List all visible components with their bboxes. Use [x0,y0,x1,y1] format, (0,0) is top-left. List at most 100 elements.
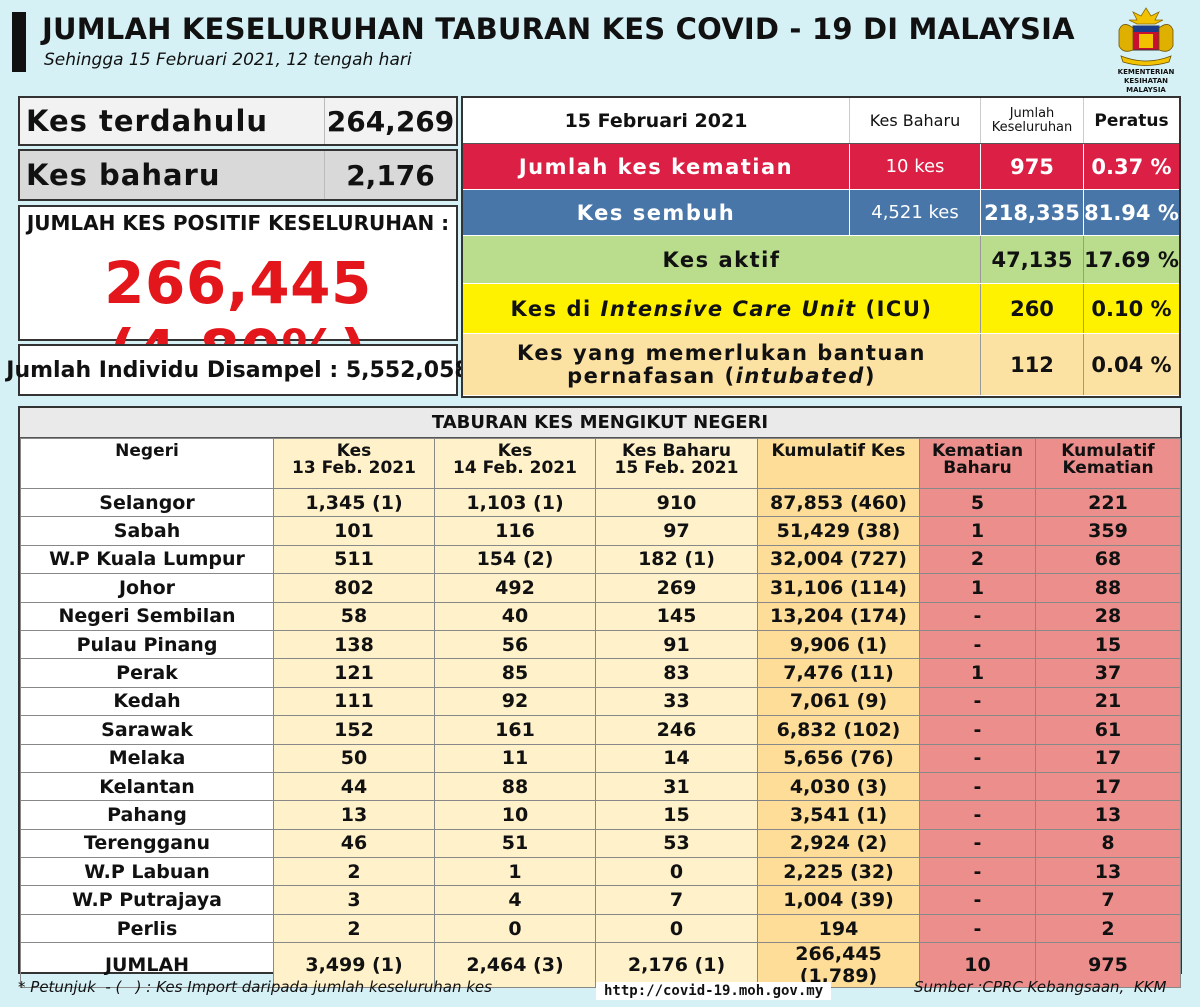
state-value: 11 [434,743,596,773]
state-value: 46 [273,828,435,859]
state-value: 5,656 (76) [757,743,920,773]
state-value: 14 [595,743,758,773]
state-name: Pahang [20,800,274,830]
state-value: 152 [273,715,435,745]
state-value: 1,004 (39) [757,885,920,915]
state-name: W.P Kuala Lumpur [20,544,274,575]
state-name: Pulau Pinang [20,629,274,660]
state-name: JUMLAH [20,942,274,989]
status-row-deaths: Jumlah kes kematian 10 kes 975 0.37 % [463,144,1179,190]
state-value: 111 [273,686,435,717]
state-value: 802 [273,573,435,603]
state-value: 10 [919,942,1036,989]
state-value: - [919,885,1036,915]
state-distribution-table: TABURAN KES MENGIKUT NEGERI Negeri Kes 13 … [18,406,1182,989]
state-total-row: JUMLAH 3,499 (1) 2,464 (3) 2,176 (1) 266,445… [20,942,1181,989]
table-row: Terengganu 46 51 53 2,924 (2) -8 [20,828,1181,859]
state-value: 492 [434,573,596,603]
state-value: 0 [434,913,596,944]
state-col-header: Kumulatif Kes [757,438,920,489]
state-value: 9,906 (1) [757,629,920,660]
status-total: 218,335 [980,190,1083,235]
state-value: - [919,743,1036,773]
state-value: 91 [595,629,758,660]
state-value: 7 [595,885,758,915]
state-name: Terengganu [20,828,274,859]
status-label: Kes yang memerlukan bantuan pernafasan (… [516,340,927,388]
table-row: Kedah 111 92 33 7,061 (9) -21 [20,686,1181,717]
state-value: 154 (2) [434,544,596,575]
state-value: 31,106 (114) [757,573,920,603]
state-value: 6,832 (102) [757,715,920,745]
state-col-header: Kematian Baharu [919,438,1036,489]
state-value: 2,225 (32) [757,857,920,887]
state-value: 194 [757,913,920,944]
source-url[interactable]: http://covid-19.moh.gov.my [596,982,832,1000]
state-value: 85 [434,658,596,688]
state-value: 21 [1035,686,1181,717]
state-value: 0 [595,857,758,887]
state-name: Sarawak [20,715,274,745]
new-cases-value: 2,176 [324,151,456,199]
page-title: JUMLAH KESELURUHAN TABURAN KES COVID - 1… [42,12,1075,46]
state-name: Perlis [20,913,274,944]
state-value: 359 [1035,516,1181,546]
state-name: Melaka [20,743,274,773]
status-row-active: Kes aktif 47,135 17.69 % [463,236,1179,284]
status-percent: 17.69 % [1083,236,1179,283]
state-value: 40 [434,601,596,631]
state-value: 116 [434,516,596,546]
status-new: 10 kes [849,144,980,189]
page-subtitle: Sehingga 15 Februari 2021, 12 tengah har… [44,50,412,70]
state-value: 7,476 (11) [757,658,920,688]
state-value: 44 [273,771,435,802]
total-positive-box: JUMLAH KES POSITIF KESELURUHAN : 266,445… [18,205,458,385]
state-value: 28 [1035,601,1181,631]
table-row: W.P Putrajaya 3 4 7 1,004 (39) -7 [20,885,1181,915]
state-name: Selangor [20,487,274,518]
state-value: - [919,800,1036,830]
state-value: 4 [434,885,596,915]
state-value: 61 [1035,715,1181,745]
state-value: 1,103 (1) [434,487,596,518]
status-total: 260 [980,284,1083,333]
state-value: 266,445 (1,789) [757,942,920,989]
state-name: Perak [20,658,274,688]
state-value: 269 [595,573,758,603]
table-row: Pulau Pinang 138 56 91 9,906 (1) -15 [20,629,1181,660]
state-value: 88 [434,771,596,802]
state-value: 17 [1035,771,1181,802]
table-row: W.P Kuala Lumpur 511 154 (2) 182 (1) 32,004 … [20,544,1181,575]
status-date: 15 Februari 2021 [564,109,748,132]
state-value: 3,541 (1) [757,800,920,830]
state-value: 2,176 (1) [595,942,758,989]
state-value: 0 [595,913,758,944]
state-value: 4,030 (3) [757,771,920,802]
coat-of-arms-icon [1118,7,1174,66]
state-value: 5 [919,487,1036,518]
state-table: Negeri Kes 13 Feb. 2021 Kes 14 Feb. 2021 Kes … [20,438,1181,989]
table-row: Sarawak 152 161 246 6,832 (102) -61 [20,715,1181,745]
state-value: 56 [434,629,596,660]
state-value: 88 [1035,573,1181,603]
state-value: 138 [273,629,435,660]
state-name: Kedah [20,686,274,717]
state-name: W.P Putrajaya [20,885,274,915]
total-positive-label: JUMLAH KES POSITIF KESELURUHAN : [26,211,450,235]
state-value: 2,924 (2) [757,828,920,859]
status-row-recovered: Kes sembuh 4,521 kes 218,335 81.94 % [463,190,1179,236]
ministry-emblem: KEMENTERIAN KESIHATAN MALAYSIA [1100,6,1192,94]
state-value: 7,061 (9) [757,686,920,717]
status-total: 112 [980,334,1083,395]
state-value: 121 [273,658,435,688]
new-cases-row: Kes baharu 2,176 [18,149,458,201]
state-value: 68 [1035,544,1181,575]
state-value: - [919,857,1036,887]
status-row-intubated: Kes yang memerlukan bantuan pernafasan (… [463,334,1179,396]
state-value: 1,345 (1) [273,487,435,518]
state-value: 58 [273,601,435,631]
state-name: Negeri Sembilan [20,601,274,631]
state-value: 3,499 (1) [273,942,435,989]
status-percent: 0.37 % [1083,144,1179,189]
sampled-individuals: Jumlah Individu Disampel : 5,552,058 [6,344,470,396]
